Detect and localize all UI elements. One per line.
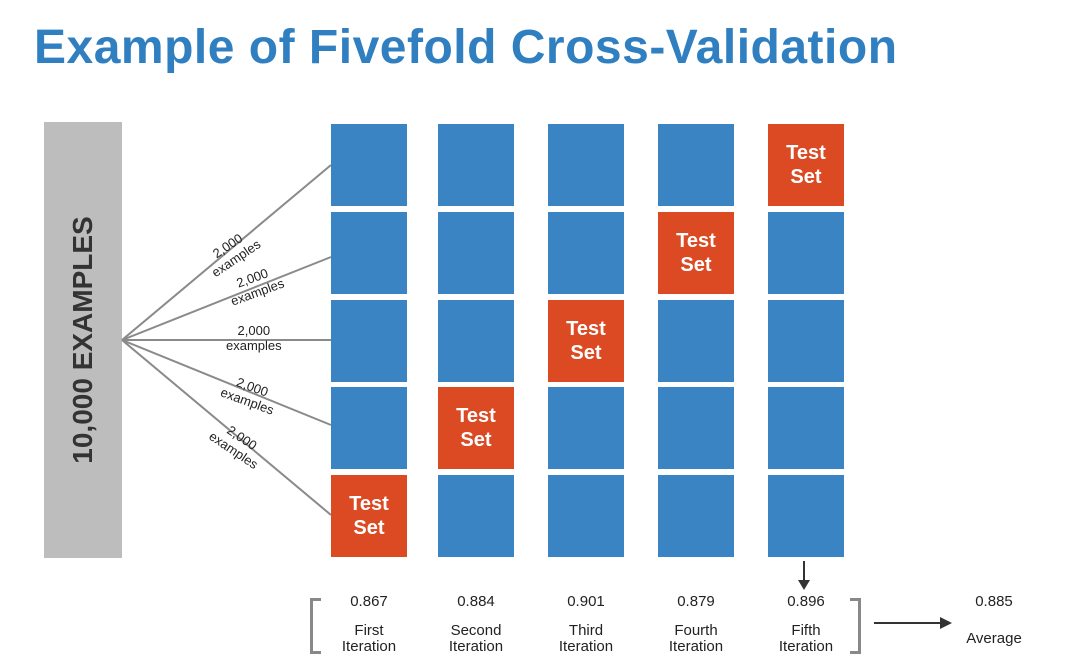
training-fold bbox=[658, 387, 734, 469]
training-fold bbox=[548, 387, 624, 469]
left-bracket bbox=[310, 598, 321, 654]
test-set-fold: Test Set bbox=[548, 300, 624, 382]
training-fold bbox=[548, 124, 624, 206]
training-fold bbox=[548, 212, 624, 294]
test-set-fold: Test Set bbox=[331, 475, 407, 557]
fan-line bbox=[121, 339, 332, 516]
iteration-score: 0.884 bbox=[457, 593, 495, 610]
right-bracket bbox=[850, 598, 861, 654]
training-fold bbox=[331, 300, 407, 382]
training-fold bbox=[548, 475, 624, 557]
iteration-score: 0.901 bbox=[567, 593, 605, 610]
average-arrow-head bbox=[940, 617, 952, 629]
test-set-fold: Test Set bbox=[438, 387, 514, 469]
average-value: 0.885 bbox=[975, 593, 1013, 610]
test-set-fold: Test Set bbox=[768, 124, 844, 206]
training-fold bbox=[768, 212, 844, 294]
training-fold bbox=[658, 124, 734, 206]
page-title: Example of Fivefold Cross-Validation bbox=[34, 21, 898, 74]
down-arrow-head bbox=[798, 580, 810, 590]
training-fold bbox=[438, 300, 514, 382]
fan-line bbox=[121, 164, 332, 341]
training-fold bbox=[768, 475, 844, 557]
iteration-label: Third Iteration bbox=[558, 622, 614, 655]
test-set-label: Test Set bbox=[566, 318, 606, 364]
test-set-fold: Test Set bbox=[658, 212, 734, 294]
test-set-label: Test Set bbox=[456, 405, 496, 451]
training-fold bbox=[438, 212, 514, 294]
test-set-label: Test Set bbox=[786, 142, 826, 188]
iteration-score: 0.867 bbox=[350, 593, 388, 610]
training-fold bbox=[331, 124, 407, 206]
iteration-score: 0.896 bbox=[787, 593, 825, 610]
training-fold bbox=[768, 300, 844, 382]
test-set-label: Test Set bbox=[349, 493, 389, 539]
training-fold bbox=[438, 124, 514, 206]
examples-bar bbox=[44, 122, 122, 558]
training-fold bbox=[331, 212, 407, 294]
fold-size-label: 2,000 examples bbox=[226, 323, 282, 353]
test-set-label: Test Set bbox=[676, 230, 716, 276]
training-fold bbox=[658, 475, 734, 557]
iteration-label: Second Iteration bbox=[448, 622, 504, 655]
training-fold bbox=[331, 387, 407, 469]
iteration-label: First Iteration bbox=[341, 622, 397, 655]
average-label: Average bbox=[966, 630, 1022, 647]
iteration-label: Fourth Iteration bbox=[668, 622, 724, 655]
fan-line bbox=[121, 256, 332, 341]
training-fold bbox=[658, 300, 734, 382]
iteration-score: 0.879 bbox=[677, 593, 715, 610]
iteration-label: Fifth Iteration bbox=[778, 622, 834, 655]
training-fold bbox=[768, 387, 844, 469]
training-fold bbox=[438, 475, 514, 557]
fan-line bbox=[121, 339, 332, 426]
